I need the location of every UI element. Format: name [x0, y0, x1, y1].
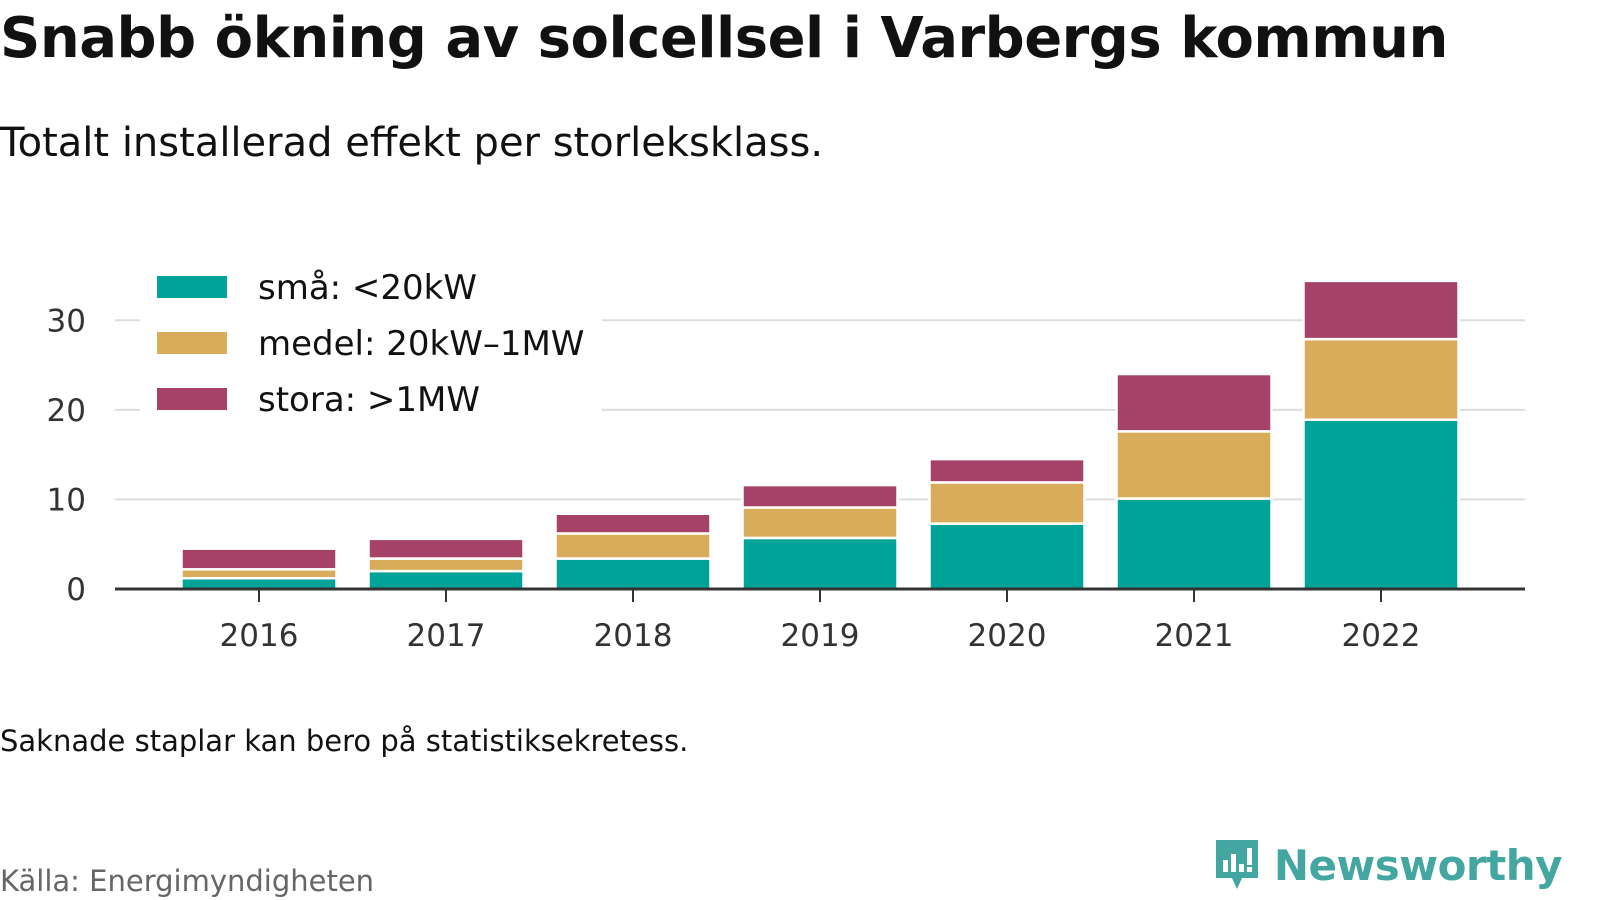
x-tick-label: 2016 [220, 618, 299, 654]
bar-chart-badge-icon [1215, 840, 1258, 889]
legend-swatch-2 [157, 332, 227, 354]
y-tick-label: 30 [47, 303, 86, 339]
x-tick-label: 2020 [968, 618, 1047, 654]
brand-logo: Newsworthy [1212, 838, 1563, 892]
chart-subtitle: Totalt installerad effekt per storlekskl… [0, 120, 824, 166]
bar-segment-2016-2 [180, 568, 338, 580]
bar-segment-2020-2 [928, 481, 1086, 525]
source-credit: Källa: Energimyndigheten [0, 864, 375, 898]
bar-segment-2018-3 [554, 512, 712, 535]
chart-title: Snabb ökning av solcellsel i Varbergs ko… [0, 6, 1448, 71]
legend-swatch-3 [157, 388, 227, 410]
x-tick-label: 2021 [1155, 618, 1234, 654]
footnote: Saknade staplar kan bero på statistiksek… [0, 724, 689, 758]
axes: 0 10 20 30 2016 2017 2018 2019 2020 2021 2022 [47, 303, 1525, 654]
legend: små: <20kW medel: 20kW–1MW stora: >1MW [140, 258, 602, 430]
x-tick-label: 2018 [594, 618, 673, 654]
bar-segment-2018-1 [554, 557, 712, 591]
legend-label-3: stora: >1MW [258, 380, 480, 420]
bar-segment-2019-2 [741, 506, 899, 540]
bar-segment-2019-3 [741, 483, 899, 509]
bar-segment-2021-1 [1115, 497, 1273, 591]
bar-segment-2016-1 [180, 577, 338, 591]
bar-segment-2016-3 [180, 547, 338, 571]
legend-label-2: medel: 20kW–1MW [258, 324, 584, 364]
legend-swatch-1 [157, 276, 227, 298]
bar-segment-2018-2 [554, 532, 712, 560]
bars [180, 279, 1460, 591]
bar-segment-2021-3 [1115, 372, 1273, 433]
bar-segment-2017-1 [367, 569, 525, 591]
bar-segment-2022-1 [1302, 418, 1460, 591]
y-tick-label: 10 [47, 482, 86, 518]
bar-segment-2017-3 [367, 537, 525, 560]
bar-segment-2020-3 [928, 457, 1086, 484]
bar-segment-2022-2 [1302, 337, 1460, 421]
y-tick-label: 0 [66, 572, 86, 608]
y-tick-label: 20 [47, 393, 86, 429]
bar-segment-2019-1 [741, 536, 899, 591]
bar-segment-2022-3 [1302, 279, 1460, 341]
legend-label-1: små: <20kW [258, 268, 477, 308]
x-tick-label: 2017 [407, 618, 486, 654]
x-tick-label: 2019 [781, 618, 860, 654]
x-tick-label: 2022 [1342, 618, 1421, 654]
bar-segment-2017-2 [367, 557, 525, 573]
brand-name: Newsworthy [1273, 840, 1563, 890]
bar-segment-2021-2 [1115, 430, 1273, 500]
bar-segment-2020-1 [928, 522, 1086, 591]
